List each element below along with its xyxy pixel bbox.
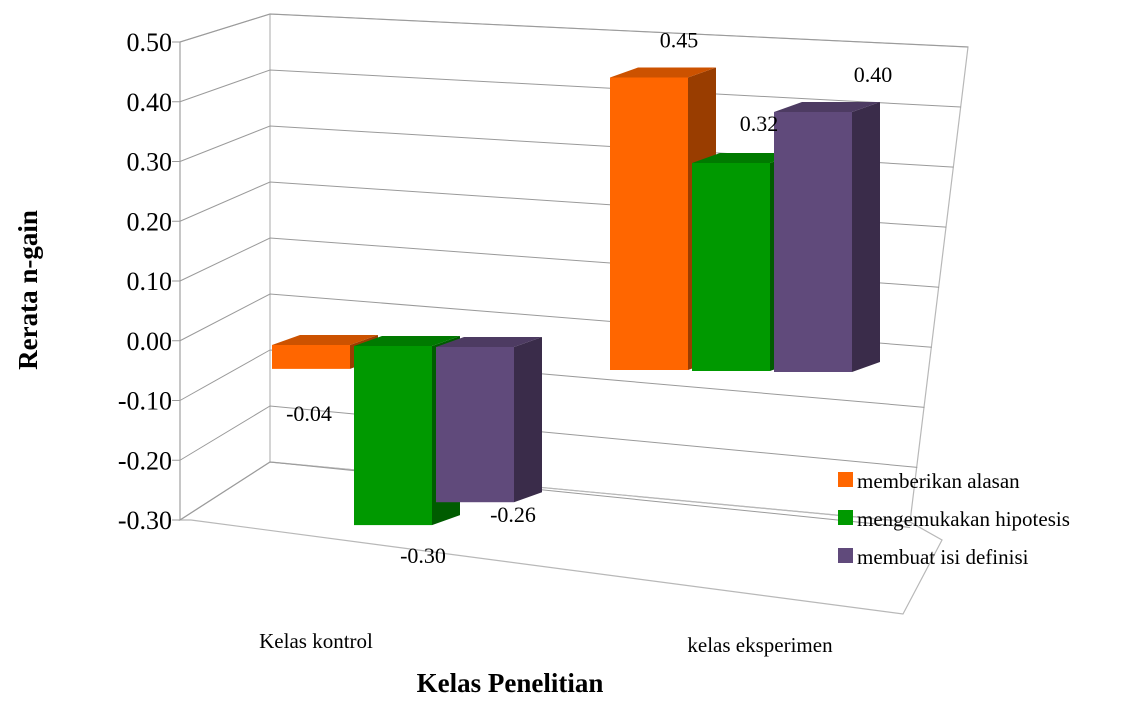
bar	[610, 77, 688, 370]
y-tick-label: -0.10	[118, 387, 172, 416]
data-label: 0.32	[740, 111, 779, 136]
bar-top	[692, 153, 798, 163]
bar-side	[852, 102, 880, 372]
x-axis-categories: Kelas kontrol kelas eksperimen	[259, 629, 833, 657]
bar-top	[436, 337, 542, 347]
gridline	[179, 349, 925, 408]
bar-top	[272, 335, 378, 345]
data-label: -0.30	[400, 543, 446, 568]
y-tick-label: 0.10	[127, 267, 173, 296]
bars	[272, 67, 880, 526]
legend-label: mengemukakan hipotesis	[857, 507, 1070, 531]
y-tick-label: 0.40	[127, 88, 173, 117]
bar-top	[354, 336, 460, 346]
legend-label: membuat isi definisi	[857, 545, 1029, 569]
legend-swatch	[838, 472, 853, 487]
chart-floor	[177, 461, 943, 615]
bar	[272, 345, 350, 369]
gridline	[179, 13, 969, 48]
data-label: -0.04	[286, 401, 332, 426]
bar-side	[514, 337, 542, 503]
y-tick-label: -0.20	[118, 446, 172, 475]
gridline	[179, 461, 911, 528]
bar	[774, 112, 852, 372]
bar	[436, 347, 514, 503]
y-tick-label: 0.50	[127, 28, 173, 57]
category-label: Kelas kontrol	[259, 629, 373, 653]
bar	[692, 163, 770, 371]
y-tick-label: 0.30	[127, 148, 173, 177]
x-axis-title: Kelas Penelitian	[417, 668, 604, 698]
data-label: -0.26	[490, 502, 536, 527]
data-label: 0.45	[660, 28, 699, 53]
legend-swatch	[838, 510, 853, 525]
y-tick-label: 0.00	[127, 327, 173, 356]
data-labels: -0.04 -0.30 -0.26 0.45 0.32 0.40	[286, 28, 892, 569]
gridline	[179, 405, 918, 468]
y-axis-ticks: 0.50 0.40 0.30 0.20 0.10 0.00 -0.10 -0.20 -0.30	[118, 28, 172, 535]
y-axis-title: Rerata n-gain	[13, 210, 43, 370]
y-tick-label: -0.30	[118, 506, 172, 535]
y-tick-label: 0.20	[127, 207, 173, 236]
bar	[354, 346, 432, 526]
category-label: kelas eksperimen	[687, 633, 833, 657]
data-label: 0.40	[854, 62, 893, 87]
legend: memberikan alasan mengemukakan hipotesis m…	[838, 469, 1070, 569]
legend-swatch	[838, 548, 853, 563]
gridline	[179, 69, 961, 108]
bar-top	[610, 67, 716, 78]
bar-top	[774, 102, 880, 112]
legend-label: memberikan alasan	[857, 469, 1020, 493]
